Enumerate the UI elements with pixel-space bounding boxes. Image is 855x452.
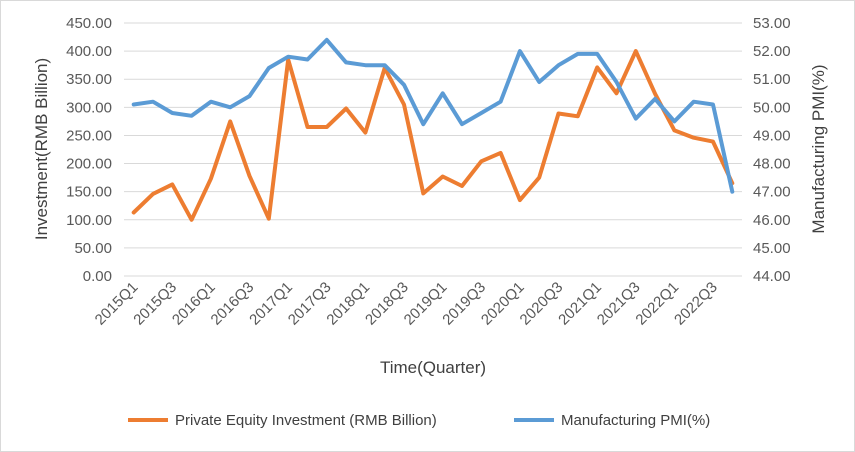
y-left-tick-label: 200.00 <box>66 156 112 173</box>
series-line-private-equity <box>131 49 735 222</box>
x-axis-title: Time(Quarter) <box>380 358 486 377</box>
y-right-tick-label: 51.00 <box>753 71 791 88</box>
y-left-tick-label: 50.00 <box>74 240 112 257</box>
gridlines <box>124 22 742 277</box>
y-left-tick-label: 350.00 <box>66 71 112 88</box>
y-right-tick-label: 50.00 <box>753 99 791 116</box>
y-right-tick-label: 47.00 <box>753 184 791 201</box>
y-right-tick-label: 45.00 <box>753 240 791 257</box>
legend-label-private-equity: Private Equity Investment (RMB Billion) <box>175 412 437 429</box>
y-left-tick-label: 150.00 <box>66 184 112 201</box>
y-right-tick-label: 53.00 <box>753 15 791 32</box>
y-right-tick-label: 44.00 <box>753 268 791 285</box>
y-right-tick-label: 46.00 <box>753 212 791 229</box>
y-left-tick-label: 250.00 <box>66 127 112 144</box>
y-left-tick-label: 300.00 <box>66 99 112 116</box>
y-right-tick-label: 49.00 <box>753 127 791 144</box>
legend-label-manufacturing-pmi: Manufacturing PMI(%) <box>561 412 710 429</box>
left-axis-tick-labels: 0.00 50.00 100.00 150.00 200.00 250.00 300.00 3… <box>66 15 112 285</box>
y-left-tick-label: 100.00 <box>66 212 112 229</box>
x-tick-label: 2022Q3 <box>671 279 721 329</box>
y-right-tick-label: 48.00 <box>753 156 791 173</box>
right-axis-tick-labels: 44.00 45.00 46.00 47.00 48.00 49.00 50.00 51.00… <box>753 15 791 285</box>
y-left-tick-label: 450.00 <box>66 15 112 32</box>
y-left-tick-label: 0.00 <box>83 268 112 285</box>
series-line-manufacturing-pmi <box>131 37 735 194</box>
series-lines <box>131 37 735 222</box>
y-axis-left-title: Investment(RMB Billion) <box>32 58 51 240</box>
x-axis-tick-labels: 2015Q12015Q32016Q12016Q32017Q12017Q32018… <box>92 279 721 329</box>
y-left-tick-label: 400.00 <box>66 43 112 60</box>
y-axis-right-title: Manufacturing PMI(%) <box>809 64 828 233</box>
y-right-tick-label: 52.00 <box>753 43 791 60</box>
legend: Private Equity Investment (RMB Billion) … <box>128 412 710 429</box>
